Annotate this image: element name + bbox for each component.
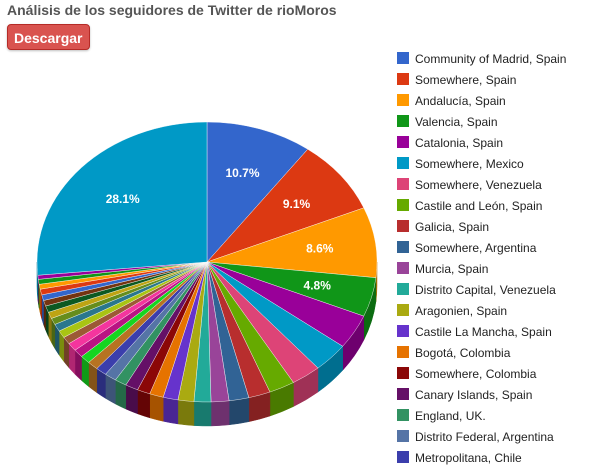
legend-swatch-17: [397, 409, 409, 421]
legend-label-4[interactable]: Catalonia, Spain: [415, 136, 503, 150]
legend-label-12[interactable]: Aragonien, Spain: [415, 304, 507, 318]
legend-swatch-15: [397, 367, 409, 379]
legend-label-2[interactable]: Andalucía, Spain: [415, 94, 506, 108]
pie-slice-0[interactable]: [206, 121, 309, 263]
legend-label-7[interactable]: Castile and León, Spain: [415, 199, 542, 213]
legend-label-9[interactable]: Somewhere, Argentina: [415, 241, 537, 255]
legend-label-5[interactable]: Somewhere, Mexico: [415, 157, 524, 171]
pie-side-9: [228, 397, 250, 426]
pie-data-label-3: 4.8%: [304, 279, 332, 293]
legend-swatch-14: [397, 346, 409, 358]
legend-swatch-6: [397, 178, 409, 190]
legend-swatch-18: [397, 430, 409, 442]
download-button[interactable]: Descargar: [7, 24, 90, 50]
legend-swatch-19: [397, 451, 409, 463]
legend-label-3[interactable]: Valencia, Spain: [415, 115, 498, 129]
legend-swatch-16: [397, 388, 409, 400]
legend-label-1[interactable]: Somewhere, Spain: [415, 73, 516, 87]
legend-label-14[interactable]: Bogotá, Colombia: [415, 346, 511, 360]
chart-title: Análisis de los seguidores de Twitter de…: [7, 2, 337, 18]
pie-side-10: [210, 400, 230, 427]
legend-swatch-2: [397, 94, 409, 106]
legend-swatch-0: [397, 52, 409, 64]
pie-data-label-0: 10.7%: [226, 166, 260, 180]
legend-swatch-13: [397, 325, 409, 337]
legend-label-17[interactable]: England, UK.: [415, 409, 486, 423]
pie-data-label-1: 9.1%: [283, 197, 311, 211]
legend-label-18[interactable]: Distrito Federal, Argentina: [415, 430, 554, 444]
legend-label-10[interactable]: Murcia, Spain: [415, 262, 488, 276]
legend-swatch-10: [397, 262, 409, 274]
legend-swatch-1: [397, 73, 409, 85]
pie-side-13: [162, 396, 179, 425]
legend-swatch-11: [397, 283, 409, 295]
legend-label-16[interactable]: Canary Islands, Spain: [415, 388, 532, 402]
pie-slice-36[interactable]: [36, 121, 208, 276]
pie-data-label-2: 8.6%: [306, 242, 334, 256]
legend-label-8[interactable]: Galicia, Spain: [415, 220, 489, 234]
legend-swatch-4: [397, 136, 409, 148]
legend-label-0[interactable]: Community of Madrid, Spain: [415, 52, 566, 66]
pie-sides: [36, 261, 378, 427]
legend-label-13[interactable]: Castile La Mancha, Spain: [415, 325, 552, 339]
legend-swatch-5: [397, 157, 409, 169]
pie-side-11: [193, 401, 212, 427]
legend-label-19[interactable]: Metropolitana, Chile: [415, 451, 522, 465]
pie-side-12: [177, 399, 195, 426]
legend-swatch-7: [397, 199, 409, 211]
pie-side-15: [137, 389, 150, 419]
pie-side-14: [149, 393, 164, 422]
legend-label-6[interactable]: Somewhere, Venezuela: [415, 178, 542, 192]
legend-swatch-8: [397, 220, 409, 232]
legend: Community of Madrid, Spain Somewhere, Spa…: [397, 52, 566, 465]
legend-swatch-12: [397, 304, 409, 316]
legend-label-11[interactable]: Distrito Capital, Venezuela: [415, 283, 556, 297]
legend-swatch-9: [397, 241, 409, 253]
pie-slices: [36, 121, 378, 403]
pie-slice-1[interactable]: [206, 148, 365, 263]
pie-data-labels: 10.7% 9.1% 8.6% 4.8% 28.1%: [106, 166, 334, 293]
legend-label-15[interactable]: Somewhere, Colombia: [415, 367, 537, 381]
legend-swatch-3: [397, 115, 409, 127]
pie-data-label-36: 28.1%: [106, 192, 140, 206]
